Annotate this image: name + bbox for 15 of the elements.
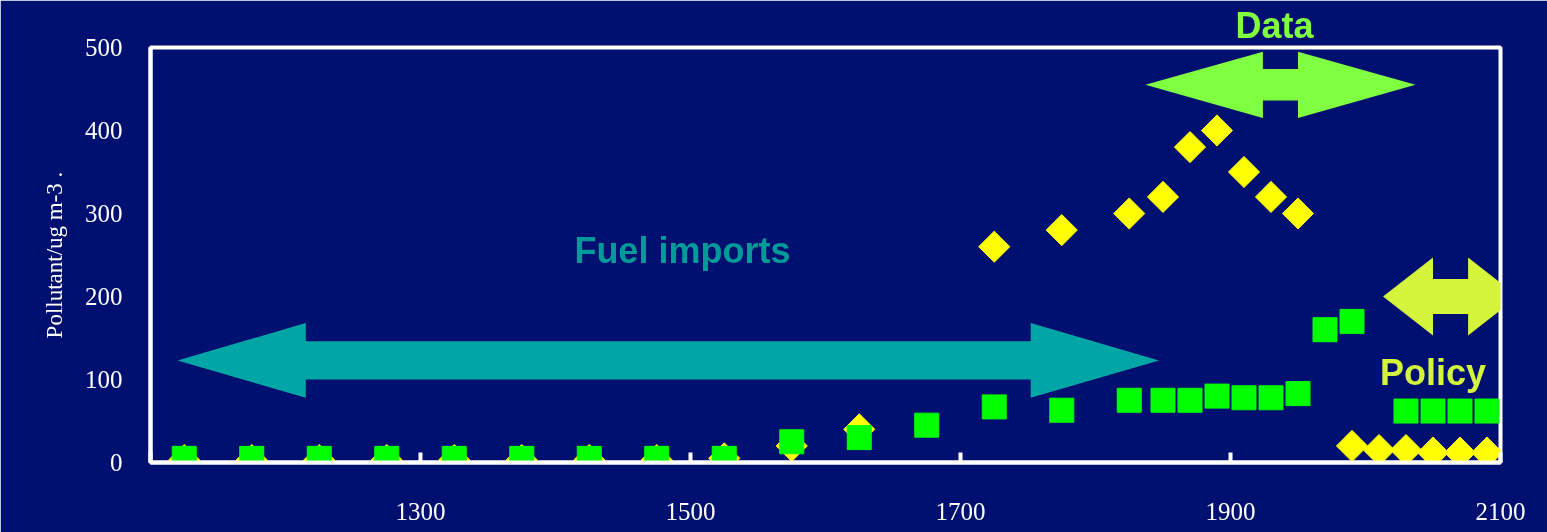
y-tick-label: 400 [85,117,123,144]
y-axis-title: Pollutant/ug m-3 . [42,171,67,339]
x-tick-label: 1700 [935,497,986,525]
x-tick-label: 1300 [395,497,446,525]
y-tick-label: 0 [110,449,123,476]
annotation: Policy [1379,352,1487,394]
y-tick-label: 500 [85,34,123,61]
annotation: Fuel imports [574,230,791,272]
y-tick-label: 300 [85,200,123,227]
x-tick-label: 2100 [1475,497,1526,525]
text: Data [1235,4,1315,46]
x-tick-label: 1900 [1205,497,1256,525]
y-tick-label: 100 [85,366,123,393]
x-tick-label: 1500 [665,497,716,525]
y-tick-label: 200 [85,283,123,310]
